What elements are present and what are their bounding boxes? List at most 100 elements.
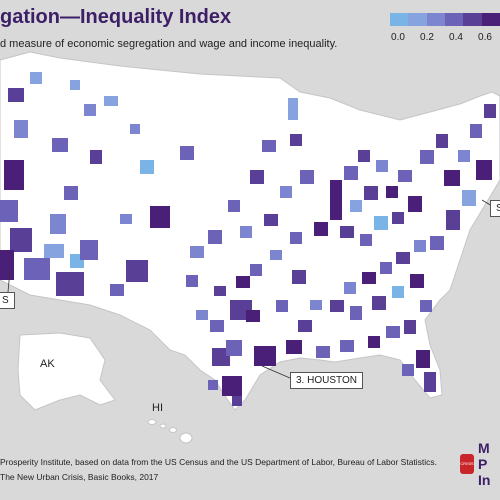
metro-area <box>270 250 282 260</box>
metro-area <box>476 160 492 180</box>
legend-swatch <box>463 13 482 26</box>
legend-swatch <box>390 13 409 26</box>
metro-area <box>350 200 362 212</box>
metro-area <box>310 300 322 310</box>
metro-area <box>280 186 292 198</box>
metro-areas <box>0 72 496 406</box>
metro-area <box>404 320 416 334</box>
metro-area <box>290 134 302 146</box>
houston-callout: 3. HOUSTON <box>290 372 363 389</box>
metro-area <box>292 270 306 284</box>
metro-area <box>222 376 242 396</box>
metro-area <box>300 170 314 184</box>
metro-area <box>196 310 208 320</box>
legend-tick-label: 0.4 <box>449 32 463 43</box>
metro-area <box>408 196 422 212</box>
metro-area <box>446 210 460 230</box>
logo-letter: M <box>478 440 490 456</box>
metro-area <box>254 346 276 366</box>
metro-area <box>462 190 476 206</box>
alaska-shape <box>17 332 116 411</box>
metro-area <box>0 250 14 280</box>
metro-area <box>420 300 432 312</box>
metro-area <box>262 140 276 152</box>
east-callout: S <box>490 200 500 217</box>
metro-area <box>290 232 302 244</box>
metro-area <box>374 216 388 230</box>
metro-area <box>30 72 42 84</box>
metro-area <box>50 214 66 234</box>
metro-area <box>186 275 198 287</box>
metro-area <box>414 240 426 252</box>
map-subtitle: d measure of economic segregation and wa… <box>0 38 338 50</box>
metro-area <box>240 226 252 238</box>
metro-area <box>376 160 388 172</box>
metro-area <box>210 320 224 332</box>
legend-color-bar <box>390 13 500 26</box>
metro-area <box>288 98 298 120</box>
metro-area <box>64 186 78 200</box>
metro-area <box>52 138 68 152</box>
houston-leader-line <box>261 365 291 379</box>
metro-area <box>424 372 436 392</box>
metro-area <box>180 146 194 160</box>
metro-area <box>470 124 482 138</box>
metro-area <box>380 262 392 274</box>
metro-area <box>264 214 278 226</box>
metro-area <box>90 150 102 164</box>
metro-area <box>104 96 118 106</box>
metro-area <box>150 206 170 228</box>
metro-area <box>212 348 230 366</box>
metro-area <box>396 252 410 264</box>
metro-area <box>228 200 240 212</box>
metro-area <box>140 160 154 174</box>
metro-area <box>214 286 226 296</box>
metro-area <box>392 286 404 298</box>
hawaii-label: HI <box>152 402 163 414</box>
metro-area <box>246 310 260 322</box>
legend-swatch <box>481 13 500 26</box>
metro-area <box>368 336 380 348</box>
legend-swatch <box>426 13 445 26</box>
metro-area <box>420 150 434 164</box>
color-legend: 0.0 0.2 0.4 0.6 <box>386 13 500 45</box>
metro-area <box>56 272 84 296</box>
metro-area <box>120 214 132 224</box>
metro-area <box>386 326 400 338</box>
metro-area <box>250 170 264 184</box>
metro-area <box>126 260 148 282</box>
logo-letter: In <box>478 472 491 488</box>
metro-area <box>430 236 444 250</box>
metro-area <box>130 124 140 134</box>
metro-area <box>362 272 376 284</box>
metro-area <box>84 104 96 116</box>
metro-area <box>398 170 412 182</box>
metro-area <box>44 244 64 258</box>
metro-area <box>358 150 370 162</box>
metro-area <box>24 258 50 280</box>
metro-area <box>8 88 24 102</box>
map-title: gation—Inequality Index <box>0 6 232 28</box>
hawaii-shape <box>147 419 193 444</box>
metro-area <box>436 134 448 148</box>
metro-area <box>386 186 398 198</box>
legend-swatch <box>408 13 427 26</box>
metro-area <box>340 226 354 238</box>
legend-swatch <box>444 13 464 26</box>
metro-area <box>276 300 288 312</box>
metro-area <box>250 264 262 276</box>
metro-area <box>70 80 80 90</box>
metro-area <box>208 380 218 390</box>
metro-area <box>298 320 312 332</box>
logo-letter: P <box>478 456 488 472</box>
metro-area <box>330 180 342 220</box>
metro-area <box>458 150 470 162</box>
legend-tick-label: 0.2 <box>420 32 434 43</box>
metro-area <box>410 274 424 288</box>
institute-logo: CRISIS M P In <box>458 440 500 490</box>
metro-area <box>208 230 222 244</box>
metro-area <box>344 282 356 294</box>
metro-area <box>236 276 250 288</box>
metro-area <box>484 104 496 118</box>
